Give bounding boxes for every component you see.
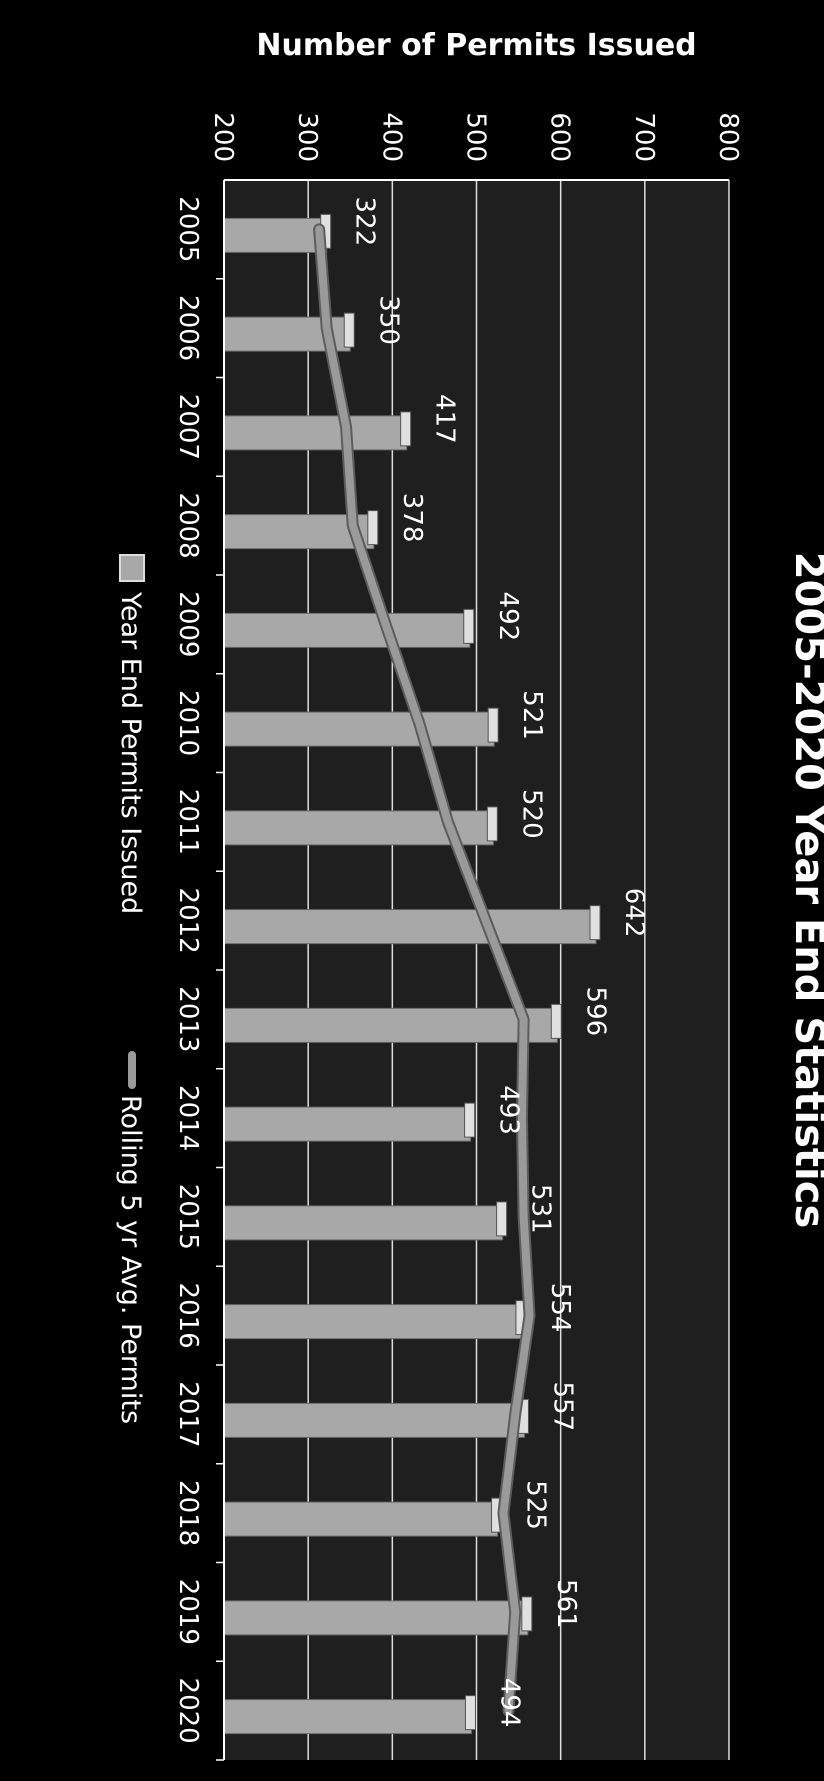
axes: 200 300 400 500 600 700 800 2005 2006 2007 2008 200… — [173, 112, 743, 1761]
rolling-average-point-2010 — [418, 722, 421, 725]
data-label-2017: 557 — [547, 1382, 577, 1432]
rolling-average-point-2013 — [522, 1018, 525, 1021]
x-tick-label-2016: 2016 — [173, 1283, 203, 1349]
y-tick-label: 700 — [629, 112, 659, 162]
bar-2009 — [223, 612, 471, 648]
bar-2010 — [223, 711, 495, 747]
bar-top-2011 — [486, 806, 498, 842]
y-axis-title: Number of Permits Issued — [256, 28, 696, 63]
x-tick-label-2020: 2020 — [173, 1678, 203, 1744]
bar-2019 — [223, 1600, 529, 1636]
bar-top-2010 — [487, 707, 499, 743]
bar-2016 — [223, 1304, 523, 1340]
data-label-2011: 520 — [516, 789, 546, 839]
bar-2017 — [223, 1402, 525, 1438]
bar-top-2008 — [367, 510, 379, 546]
rolling-average-point-2012 — [484, 919, 487, 922]
bar-2013 — [223, 1007, 558, 1043]
bar-top-2006 — [343, 312, 355, 348]
bar-2005 — [223, 217, 328, 253]
x-tick-label-2014: 2014 — [173, 1085, 203, 1151]
bar-2018 — [223, 1501, 499, 1537]
bar-2007 — [223, 415, 408, 451]
legend-label-line: Rolling 5 yr Avg. Permits — [115, 1095, 146, 1424]
x-tick-label-2009: 2009 — [173, 591, 203, 657]
data-label-2012: 642 — [619, 888, 649, 938]
bar-top-2015 — [496, 1201, 508, 1237]
data-label-2013: 596 — [580, 987, 610, 1037]
legend: Year End Permits Issued Rolling 5 yr Avg… — [115, 554, 146, 1424]
data-label-2007: 417 — [430, 394, 460, 444]
x-tick-label-2006: 2006 — [173, 295, 203, 361]
x-tick-label-2012: 2012 — [173, 888, 203, 954]
rolling-average-point-2020 — [507, 1709, 510, 1712]
legend-swatch-bars — [119, 554, 145, 582]
data-label-2009: 492 — [493, 592, 523, 642]
data-label-2020: 494 — [494, 1678, 524, 1728]
legend-label-bars: Year End Permits Issued — [115, 591, 146, 914]
rolling-average-point-2006 — [325, 327, 328, 330]
rolling-average-line — [313, 223, 536, 1717]
x-tick-label-2008: 2008 — [173, 493, 203, 559]
bar-top-2007 — [400, 411, 412, 447]
data-label-2014: 493 — [494, 1085, 524, 1135]
bar-top-2013 — [550, 1003, 562, 1039]
rolling-average-point-2019 — [514, 1610, 517, 1613]
rolling-average-point-2014 — [520, 1117, 523, 1120]
data-label-2018: 525 — [521, 1480, 551, 1530]
bars — [223, 213, 601, 1735]
data-label-2010: 521 — [517, 690, 547, 740]
bar-top-2019 — [521, 1596, 533, 1632]
x-tick-label-2011: 2011 — [173, 789, 203, 855]
bar-top-2020 — [464, 1695, 476, 1731]
bar-2015 — [223, 1205, 504, 1241]
bar-top-2014 — [464, 1102, 476, 1138]
x-tick-label-2015: 2015 — [173, 1184, 203, 1250]
bar-2012 — [223, 909, 597, 945]
y-tick-label: 300 — [292, 112, 322, 162]
rolling-average-point-2007 — [345, 425, 348, 428]
data-label-2008: 378 — [397, 493, 427, 543]
data-label-2015: 531 — [526, 1184, 556, 1234]
x-tick-label-2018: 2018 — [173, 1480, 203, 1546]
x-tick-label-2010: 2010 — [173, 690, 203, 756]
rolling-average-point-2009 — [384, 623, 387, 626]
rolling-average-point-2018 — [502, 1512, 505, 1515]
bar-2020 — [223, 1699, 472, 1735]
rolling-average-point-2011 — [446, 820, 449, 823]
data-label-2005: 322 — [350, 197, 380, 247]
x-tick-label-2017: 2017 — [173, 1381, 203, 1447]
x-tick-label-2007: 2007 — [173, 394, 203, 460]
bar-top-2009 — [463, 608, 475, 644]
data-label-2006: 350 — [373, 295, 403, 345]
data-label-2019: 561 — [551, 1579, 581, 1629]
rolling-average-point-2015 — [522, 1215, 525, 1218]
chart-title: 2005-2020 Year End Statistics — [786, 552, 824, 1229]
x-tick-label-2005: 2005 — [173, 196, 203, 262]
rolling-average-point-2017 — [514, 1413, 517, 1416]
y-tick-label: 500 — [461, 112, 491, 162]
bar-2014 — [223, 1106, 472, 1142]
y-tick-label: 400 — [376, 112, 406, 162]
data-label-2016: 554 — [545, 1283, 575, 1333]
x-tick-label-2019: 2019 — [173, 1579, 203, 1645]
y-tick-label: 200 — [208, 112, 238, 162]
y-tick-label: 800 — [713, 112, 743, 162]
rolling-average-line-path — [315, 225, 534, 1715]
rolling-average-point-2016 — [528, 1314, 531, 1317]
data-labels: 322 350 417 378 492 521 520 642 596 493 531 554 557 5… — [350, 197, 649, 1728]
rolling-average-point-2005 — [318, 228, 321, 231]
y-tick-label: 600 — [545, 112, 575, 162]
bar-top-2012 — [589, 905, 601, 941]
rolling-average-point-2008 — [351, 524, 354, 527]
x-tick-label-2013: 2013 — [173, 986, 203, 1052]
